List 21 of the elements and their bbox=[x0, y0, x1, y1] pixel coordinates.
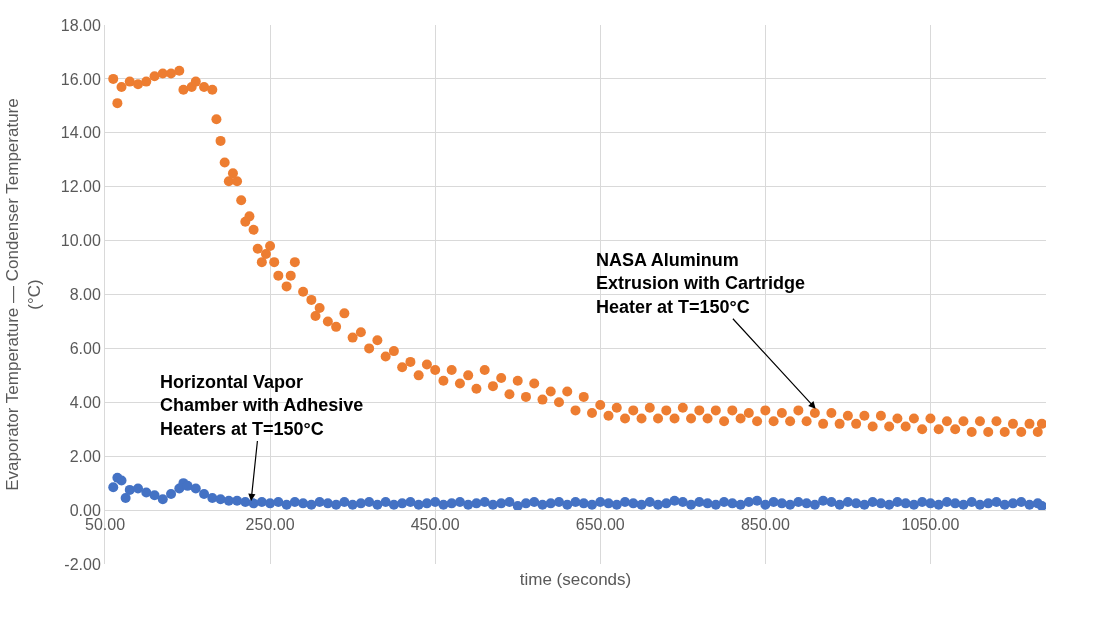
y-tick-label: 0.00 bbox=[69, 501, 101, 519]
x-tick-label: 250.00 bbox=[245, 516, 295, 534]
y-tick-label: 8.00 bbox=[69, 286, 101, 304]
y-axis-title: Evaporator Temperature — Condenser Temperature (°C) bbox=[3, 98, 45, 491]
y-tick-label: 4.00 bbox=[69, 393, 101, 411]
y-tick-label: 2.00 bbox=[69, 447, 101, 465]
y-tick-label: 6.00 bbox=[69, 340, 101, 357]
y-tick-label: 14.00 bbox=[60, 124, 101, 142]
annotation: Horizontal Vapor Chamber with Adhesive Heaters at T=150°C bbox=[160, 372, 364, 439]
annotation: NASA Aluminum Extrusion with Cartridge Heater at T=150°C bbox=[596, 250, 806, 317]
y-tick-label: 10.00 bbox=[60, 232, 101, 250]
x-tick-label: 650.00 bbox=[575, 516, 625, 534]
x-tick-label: 450.00 bbox=[410, 516, 460, 534]
y-tick-label: 18.00 bbox=[60, 16, 101, 34]
y-tick-label: -2.00 bbox=[64, 555, 101, 573]
y-tick-label: 16.00 bbox=[60, 70, 101, 88]
y-tick-label: 12.00 bbox=[60, 178, 101, 196]
x-axis-title: time (seconds) bbox=[519, 569, 632, 589]
x-tick-label: 850.00 bbox=[740, 516, 790, 534]
x-tick-label: 50.00 bbox=[84, 516, 126, 534]
x-tick-label: 1050.00 bbox=[901, 516, 960, 534]
